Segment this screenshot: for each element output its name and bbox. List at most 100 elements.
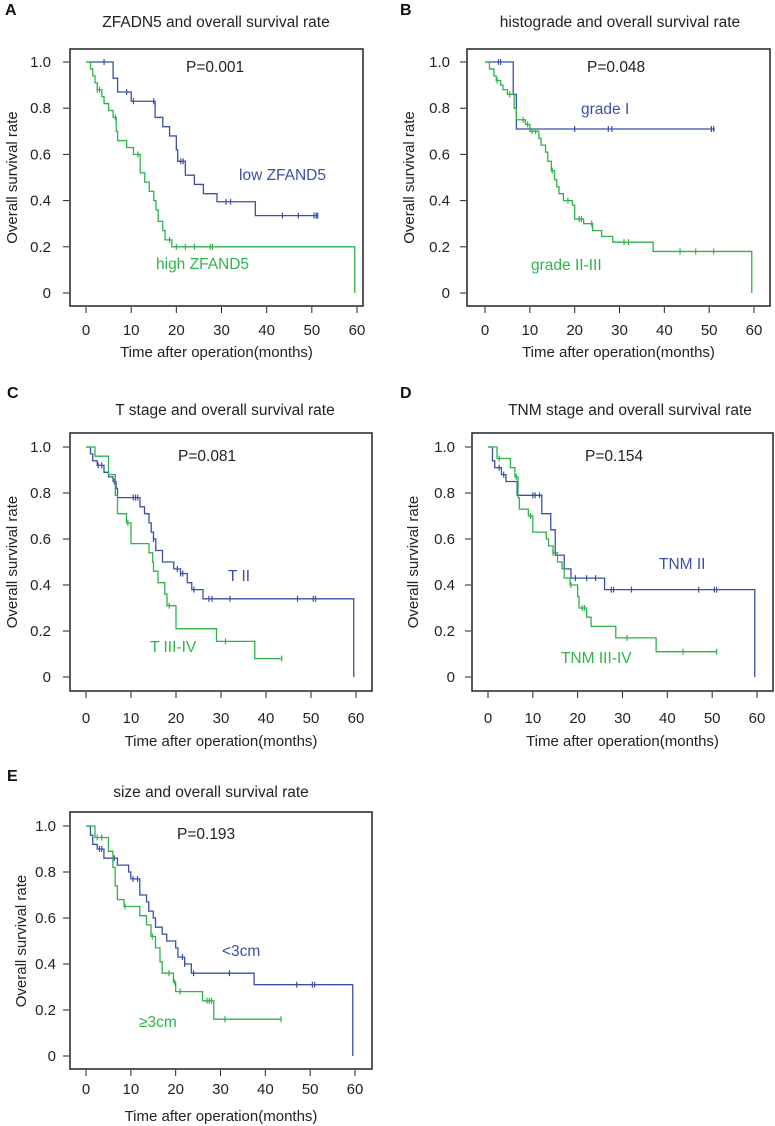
x-tick-label: 10 <box>122 1081 139 1098</box>
series-label: high ZFAND5 <box>156 256 249 273</box>
x-tick-label: 10 <box>524 710 541 727</box>
y-tick-label: 0.4 <box>434 577 455 594</box>
survival-curve-blue <box>485 61 715 130</box>
y-tick-label: 0.2 <box>30 239 51 256</box>
panel-letter: D <box>400 385 412 402</box>
survival-curve-green <box>485 61 753 293</box>
panel-title: TNM stage and overall survival rate <box>508 402 752 419</box>
series-label: ≥3cm <box>139 1014 177 1031</box>
y-tick-label: 0 <box>48 1048 56 1065</box>
y-axis-label: Overall survival rate <box>401 111 418 244</box>
x-tick-label: 40 <box>257 1081 274 1098</box>
x-tick-label: 40 <box>659 710 676 727</box>
y-tick-label: 0.6 <box>434 531 455 548</box>
x-tick-label: 0 <box>484 710 492 727</box>
y-tick-label: 0.4 <box>35 956 56 973</box>
panel-title: histograde and overall survival rate <box>500 14 740 31</box>
survival-curve-blue <box>488 446 756 677</box>
panel-letter: B <box>400 2 412 19</box>
series-label: low ZFAND5 <box>239 167 326 184</box>
y-tick-label: 0.4 <box>30 577 51 594</box>
y-tick-label: 0.2 <box>429 239 450 256</box>
panel-letter: A <box>5 2 17 19</box>
x-tick-label: 30 <box>213 322 230 339</box>
series-label: grade II-III <box>531 257 602 274</box>
x-tick-label: 60 <box>348 710 365 727</box>
panel-title: ZFADN5 and overall survival rate <box>102 14 329 31</box>
p-value: P=0.081 <box>178 448 236 465</box>
km-panel-c: C T stage and overall survival rate 0 0.2 0.… <box>4 385 373 750</box>
y-axis-label: Overall survival rate <box>405 496 422 629</box>
series-label: T II <box>228 568 250 585</box>
x-tick-label: 40 <box>656 322 673 339</box>
y-tick-label: 0.6 <box>30 531 51 548</box>
survival-curve-blue <box>86 825 354 1056</box>
x-tick-label: 0 <box>481 322 489 339</box>
y-axis-label: Overall survival rate <box>4 111 21 244</box>
y-axis-label: Overall survival rate <box>4 496 21 629</box>
y-tick-label: 0.6 <box>30 146 51 163</box>
x-tick-label: 60 <box>347 1081 364 1098</box>
survival-curve-blue <box>86 446 355 677</box>
panel-letter: C <box>7 385 19 402</box>
y-tick-label: 0.6 <box>429 146 450 163</box>
x-axis-label: Time after operation(months) <box>125 733 318 750</box>
series-label: grade I <box>581 101 629 118</box>
plot-frame <box>69 48 364 307</box>
x-tick-label: 40 <box>258 710 275 727</box>
y-tick-label: 1.0 <box>434 439 455 456</box>
survival-curve-blue <box>86 61 318 217</box>
y-tick-label: 0 <box>442 285 450 302</box>
x-tick-label: 50 <box>302 1081 319 1098</box>
y-tick-label: 0 <box>43 285 51 302</box>
y-axis-label: Overall survival rate <box>13 875 30 1008</box>
x-tick-label: 20 <box>168 710 185 727</box>
plot-frame <box>466 48 771 307</box>
x-tick-label: 60 <box>746 322 763 339</box>
x-axis-label: Time after operation(months) <box>125 1108 318 1125</box>
y-tick-label: 0.8 <box>30 485 51 502</box>
x-tick-label: 0 <box>82 1081 90 1098</box>
p-value: P=0.001 <box>186 59 244 76</box>
y-tick-label: 0.2 <box>434 623 455 640</box>
plot-frame <box>471 432 774 692</box>
y-tick-label: 0.6 <box>35 910 56 927</box>
x-axis-label: Time after operation(months) <box>526 733 719 750</box>
y-tick-label: 1.0 <box>429 54 450 71</box>
x-tick-label: 50 <box>303 710 320 727</box>
series-label: TNM III-IV <box>561 650 632 667</box>
panel-title: size and overall survival rate <box>113 784 309 801</box>
x-tick-label: 60 <box>349 322 366 339</box>
y-tick-label: 1.0 <box>30 439 51 456</box>
y-tick-label: 0.8 <box>434 485 455 502</box>
km-panel-a: A ZFADN5 and overall survival rate 0 0.2 0.4… <box>4 2 365 361</box>
x-axis-label: Time after operation(months) <box>120 344 313 361</box>
x-tick-label: 10 <box>123 710 140 727</box>
x-tick-label: 10 <box>521 322 538 339</box>
y-tick-label: 0.2 <box>35 1002 56 1019</box>
y-tick-label: 0 <box>447 669 455 686</box>
y-tick-label: 0 <box>43 669 51 686</box>
x-tick-label: 50 <box>704 710 721 727</box>
survival-curve-green <box>86 446 282 660</box>
y-tick-label: 0.8 <box>35 864 56 881</box>
panel-title: T stage and overall survival rate <box>115 402 334 419</box>
plot-frame <box>69 811 373 1070</box>
x-tick-label: 30 <box>611 322 628 339</box>
plot-frame <box>69 432 373 692</box>
survival-curve-green <box>86 61 356 293</box>
y-tick-label: 1.0 <box>35 818 56 835</box>
survival-curve-green <box>488 446 717 653</box>
p-value: P=0.154 <box>585 448 644 465</box>
x-tick-label: 0 <box>82 322 90 339</box>
y-tick-label: 0.8 <box>30 100 51 117</box>
p-value: P=0.193 <box>177 826 235 843</box>
x-tick-label: 20 <box>167 1081 184 1098</box>
x-tick-label: 60 <box>749 710 766 727</box>
x-tick-label: 20 <box>566 322 583 339</box>
series-label: TNM II <box>659 556 706 573</box>
survival-curve-green <box>86 825 282 1020</box>
